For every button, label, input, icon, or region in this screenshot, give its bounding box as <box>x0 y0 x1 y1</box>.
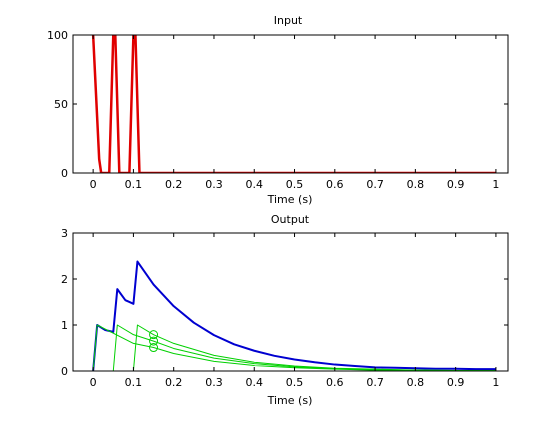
output-ytick-label: 3 <box>61 227 68 240</box>
input-xtick-label: 0.2 <box>165 178 183 191</box>
input-xtick-label: 0.5 <box>286 178 304 191</box>
output-xlabel: Time (s) <box>267 394 313 407</box>
input-title: Input <box>274 14 303 27</box>
output-xtick-label: 0.9 <box>447 376 465 389</box>
input-series-line-0 <box>91 35 496 173</box>
input-axes: Input 0 0.1 0.2 0.3 0.4 0.5 0.6 0.7 0.8 0.9 1 0 50 10… <box>47 14 509 206</box>
output-xtick-label: 0 <box>90 376 97 389</box>
output-series-line-0 <box>92 260 496 371</box>
output-xtick-label: 0.2 <box>165 376 183 389</box>
output-ytick-label: 0 <box>61 365 68 378</box>
input-plot-area <box>91 35 496 173</box>
input-xtick-label: 0 <box>90 178 97 191</box>
input-ytick-label: 100 <box>47 29 68 42</box>
input-xtick-label: 0.7 <box>366 178 384 191</box>
output-axes-box <box>72 232 509 372</box>
input-ticks: 0 0.1 0.2 0.3 0.4 0.5 0.6 0.7 0.8 0.9 1 0 50 100 <box>47 29 508 191</box>
input-xtick-label: 0.3 <box>205 178 223 191</box>
output-title: Output <box>271 213 310 226</box>
input-xtick-label: 0.4 <box>246 178 264 191</box>
input-xtick-label: 0.6 <box>326 178 344 191</box>
output-marker-2 <box>149 330 159 340</box>
input-ytick-label: 50 <box>54 98 68 111</box>
input-xtick-label: 0.8 <box>407 178 425 191</box>
output-ytick-label: 2 <box>61 273 68 286</box>
input-xtick-label: 0.9 <box>447 178 465 191</box>
output-xtick-label: 0.1 <box>125 376 143 389</box>
output-xtick-label: 0.7 <box>366 376 384 389</box>
output-xtick-label: 0.3 <box>205 376 223 389</box>
output-xtick-label: 0.5 <box>286 376 304 389</box>
output-series-line-3 <box>132 324 496 371</box>
input-xtick-label: 1 <box>492 178 499 191</box>
output-ytick-label: 1 <box>61 319 68 332</box>
output-xtick-label: 0.6 <box>326 376 344 389</box>
output-marker-0 <box>149 343 159 353</box>
input-xlabel: Time (s) <box>267 193 313 206</box>
output-xtick-label: 0.8 <box>407 376 425 389</box>
output-xtick-label: 0.4 <box>246 376 264 389</box>
output-axes: Output 0 0.1 0.2 0.3 0.4 0.5 0.6 0.7 0.8 0.9 1 0 1 2 3… <box>61 213 509 407</box>
output-xtick-label: 1 <box>492 376 499 389</box>
output-marker-1 <box>149 336 159 346</box>
input-xtick-label: 0.1 <box>125 178 143 191</box>
input-ytick-label: 0 <box>61 167 68 180</box>
output-ticks: 0 0.1 0.2 0.3 0.4 0.5 0.6 0.7 0.8 0.9 1 0 1 2 3 <box>61 227 508 389</box>
